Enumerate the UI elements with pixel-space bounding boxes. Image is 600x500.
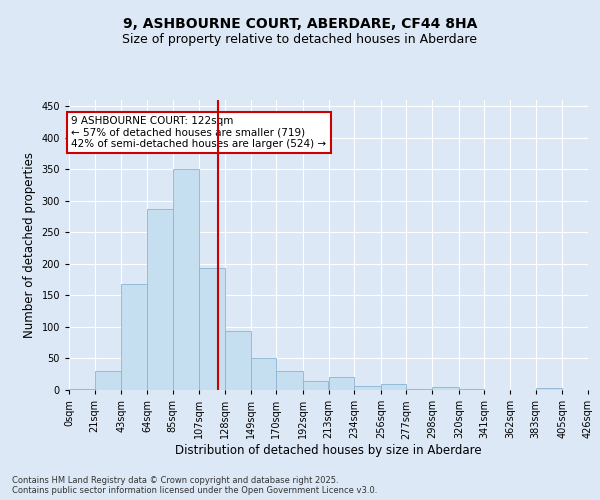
Bar <box>147 209 173 390</box>
Bar <box>536 388 562 390</box>
Text: 9 ASHBOURNE COURT: 122sqm
← 57% of detached houses are smaller (719)
42% of semi: 9 ASHBOURNE COURT: 122sqm ← 57% of detac… <box>71 116 326 149</box>
Bar <box>69 388 95 390</box>
Bar <box>303 380 329 390</box>
Bar <box>225 330 251 390</box>
Text: 9, ASHBOURNE COURT, ABERDARE, CF44 8HA: 9, ASHBOURNE COURT, ABERDARE, CF44 8HA <box>123 18 477 32</box>
Bar <box>251 358 276 390</box>
Bar <box>121 284 147 390</box>
Bar <box>173 170 199 390</box>
Bar <box>199 268 225 390</box>
Text: Contains HM Land Registry data © Crown copyright and database right 2025.
Contai: Contains HM Land Registry data © Crown c… <box>12 476 377 495</box>
Bar <box>276 371 303 390</box>
Bar <box>381 384 406 390</box>
Bar <box>329 378 354 390</box>
Bar <box>95 371 121 390</box>
Text: Size of property relative to detached houses in Aberdare: Size of property relative to detached ho… <box>122 32 478 46</box>
Bar <box>432 388 459 390</box>
Y-axis label: Number of detached properties: Number of detached properties <box>23 152 36 338</box>
X-axis label: Distribution of detached houses by size in Aberdare: Distribution of detached houses by size … <box>175 444 482 457</box>
Bar <box>354 386 381 390</box>
